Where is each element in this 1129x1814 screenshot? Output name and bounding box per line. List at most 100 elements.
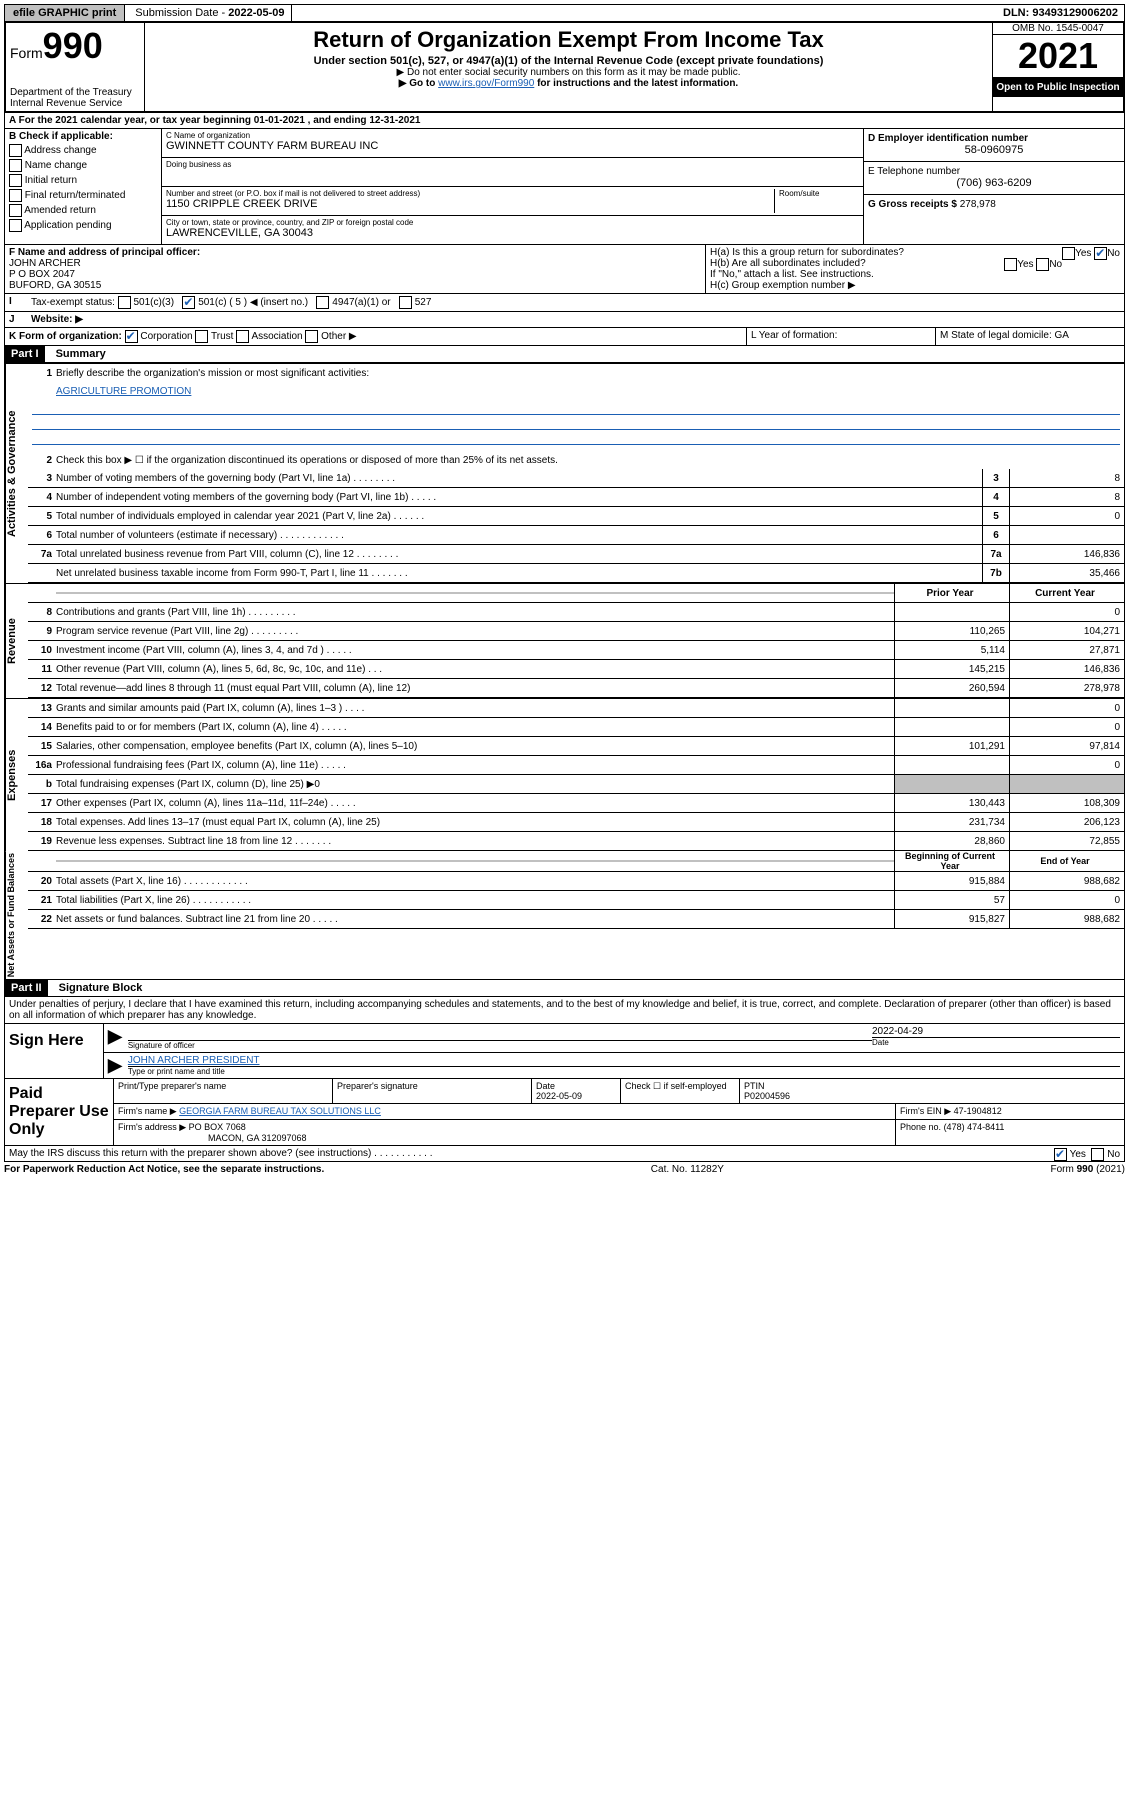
chk-assoc[interactable] [236,330,249,343]
j-label: Website: ▶ [31,314,83,325]
chk-501c3[interactable] [118,296,131,309]
blank-line [32,430,1120,445]
irs-label: Internal Revenue Service [10,98,140,109]
summary-row: 17Other expenses (Part IX, column (A), l… [28,794,1124,813]
row-fh: F Name and address of principal officer:… [4,245,1125,294]
arrow-icon: ▶ [108,1055,128,1076]
form-word: Form [10,45,43,61]
i-o3: 4947(a)(1) or [332,297,390,308]
col-beginning-year: Beginning of Current Year [894,851,1009,871]
col-end-year: End of Year [1009,851,1124,871]
dln-value: 93493129006202 [1032,7,1118,19]
summary-row: 9Program service revenue (Part VIII, lin… [28,622,1124,641]
chk-final-return[interactable] [9,189,22,202]
arrow-icon: ▶ [108,1026,128,1050]
e-phone-value: (706) 963-6209 [868,177,1120,189]
firm-addr1: PO BOX 7068 [189,1122,246,1132]
firm-addr2: MACON, GA 312097068 [118,1133,307,1143]
summary-row: 15Salaries, other compensation, employee… [28,737,1124,756]
chk-corp[interactable] [125,330,138,343]
col-prior-year: Prior Year [894,584,1009,602]
chk-527[interactable] [399,296,412,309]
goto-pre: ▶ Go to [399,78,438,89]
g-gross-value: 278,978 [960,199,996,210]
section-revenue: Revenue Prior Year Current Year 8Contrib… [4,583,1125,698]
part2-header-row: Part II Signature Block [4,980,1125,997]
dln-label: DLN: [1003,7,1029,19]
l-label: L Year of formation: [747,328,936,345]
irs-link[interactable]: www.irs.gov/Form990 [438,78,534,89]
q2-text: Check this box ▶ ☐ if the organization d… [56,454,1124,467]
i-o1: 501(c)(3) [133,297,174,308]
chk-trust[interactable] [195,330,208,343]
chk-application-pending[interactable] [9,219,22,232]
chk-other[interactable] [305,330,318,343]
i-o2: 501(c) ( 5 ) ◀ (insert no.) [198,297,308,308]
b-label: B Check if applicable: [9,131,113,142]
prep-date-label: Date [536,1081,555,1091]
paid-preparer-block: Paid Preparer Use Only Print/Type prepar… [5,1078,1124,1145]
opt-initial-return: Initial return [25,175,77,186]
chk-hb-yes[interactable] [1004,258,1017,271]
e-label: E Telephone number [868,166,1120,177]
chk-discuss-yes[interactable] [1054,1148,1067,1161]
firm-name-link[interactable]: GEORGIA FARM BUREAU TAX SOLUTIONS LLC [179,1106,381,1116]
header-center: Return of Organization Exempt From Incom… [145,23,992,111]
form-header: Form990 Department of the Treasury Inter… [4,22,1125,113]
summary-row: 3Number of voting members of the governi… [28,469,1124,488]
paid-preparer-label: Paid Preparer Use Only [5,1079,113,1145]
dept-treasury: Department of the Treasury [10,87,140,98]
chk-4947[interactable] [316,296,329,309]
k-o4: Other ▶ [321,331,356,342]
sig-date-label: Date [872,1037,1120,1047]
officer-name-link[interactable]: JOHN ARCHER PRESIDENT [128,1055,260,1066]
chk-address-change[interactable] [9,144,22,157]
section-governance: Activities & Governance 1 Briefly descri… [4,363,1125,583]
summary-row: 13Grants and similar amounts paid (Part … [28,699,1124,718]
chk-ha-no[interactable] [1094,247,1107,260]
col-b: B Check if applicable: Address change Na… [5,129,162,244]
footer: For Paperwork Reduction Act Notice, see … [4,1162,1125,1177]
perjury-declaration: Under penalties of perjury, I declare th… [5,997,1124,1023]
summary-row: 8Contributions and grants (Part VIII, li… [28,603,1124,622]
q1-answer[interactable]: AGRICULTURE PROMOTION [56,386,191,397]
chk-name-change[interactable] [9,159,22,172]
chk-ha-yes[interactable] [1062,247,1075,260]
chk-501c[interactable] [182,296,195,309]
open-public-badge: Open to Public Inspection [993,78,1123,97]
q1-text: Briefly describe the organization's miss… [56,367,1124,380]
opt-name-change: Name change [25,160,87,171]
summary-row: 14Benefits paid to or for members (Part … [28,718,1124,737]
form-number: 990 [43,25,103,66]
summary-row: 20Total assets (Part X, line 16) . . . .… [28,872,1124,891]
c-addr-label: Number and street (or P.O. box if mail i… [166,189,774,198]
firm-ein-label: Firm's EIN ▶ [900,1106,951,1116]
sig-date-value: 2022-04-29 [872,1026,1120,1037]
chk-discuss-no[interactable] [1091,1148,1104,1161]
chk-initial-return[interactable] [9,174,22,187]
col-current-year: Current Year [1009,584,1124,602]
submission-date-cell: Submission Date - 2022-05-09 [129,5,291,21]
section-bcd: B Check if applicable: Address change Na… [4,129,1125,245]
signature-block: Under penalties of perjury, I declare th… [4,997,1125,1162]
part2-badge: Part II [5,980,48,996]
section-net-assets: Net Assets or Fund Balances Beginning of… [4,851,1125,980]
efile-print-button[interactable]: efile GRAPHIC print [5,5,125,21]
header-left: Form990 Department of the Treasury Inter… [6,23,145,111]
firm-addr-label: Firm's address ▶ [118,1122,186,1132]
i-label: Tax-exempt status: [31,297,115,308]
part1-header-row: Part I Summary [4,346,1125,363]
firm-ein-value: 47-1904812 [954,1106,1002,1116]
prep-name-label: Print/Type preparer's name [114,1079,333,1103]
officer-name-label: Type or print name and title [128,1066,1120,1076]
c-room-label: Room/suite [779,189,859,198]
chk-hb-no[interactable] [1036,258,1049,271]
k-label: K Form of organization: [9,331,122,342]
part2-title: Signature Block [51,982,143,994]
hc-label: H(c) Group exemption number ▶ [710,280,1120,291]
i-o4: 527 [415,297,432,308]
g-label: G Gross receipts $ [868,199,957,210]
tax-year: 2021 [993,34,1123,78]
hb-label: H(b) Are all subordinates included? [710,258,866,269]
chk-amended-return[interactable] [9,204,22,217]
